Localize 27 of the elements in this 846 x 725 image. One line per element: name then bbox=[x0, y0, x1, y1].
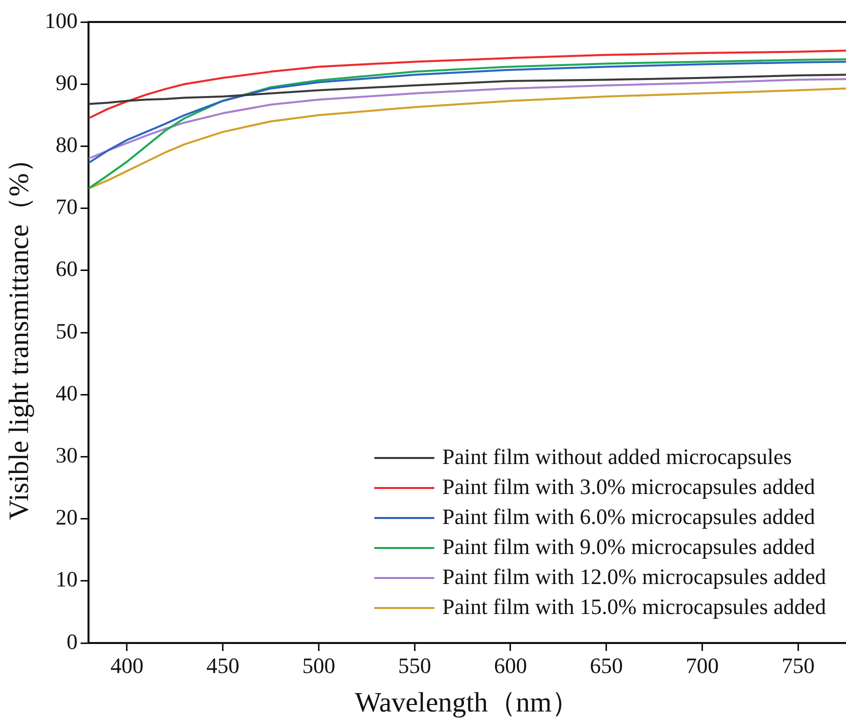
y-tick-label: 100 bbox=[44, 8, 78, 33]
legend-label: Paint film with 6.0% microcapsules added bbox=[442, 504, 816, 529]
x-tick-label: 400 bbox=[110, 652, 144, 678]
y-tick-label: 50 bbox=[56, 318, 78, 344]
x-axis-title: Wavelength（nm） bbox=[354, 688, 580, 719]
x-tick-label: 600 bbox=[494, 652, 527, 678]
y-tick-label: 70 bbox=[56, 194, 78, 220]
legend-label: Paint film with 15.0% microcapsules added bbox=[442, 594, 826, 619]
y-axis-title: Visible light transmittance（%） bbox=[4, 145, 36, 520]
y-tick-label: 10 bbox=[56, 566, 78, 592]
x-tick-label: 750 bbox=[782, 652, 815, 678]
legend-label: Paint film with 12.0% microcapsules added bbox=[442, 564, 826, 589]
legend-label: Paint film with 3.0% microcapsules added bbox=[442, 474, 816, 499]
legend-label: Paint film with 9.0% microcapsules added bbox=[442, 534, 816, 559]
y-tick-label: 90 bbox=[56, 70, 78, 95]
y-tick-label: 20 bbox=[56, 504, 78, 530]
y-tick-label: 60 bbox=[56, 256, 78, 282]
x-tick-label: 650 bbox=[590, 652, 623, 678]
legend-label: Paint film without added microcapsules bbox=[442, 444, 792, 469]
y-tick-label: 30 bbox=[56, 442, 78, 468]
x-tick-label: 550 bbox=[398, 652, 432, 678]
x-tick-label: 700 bbox=[686, 652, 719, 678]
y-tick-label: 80 bbox=[56, 132, 78, 157]
y-tick-label: 40 bbox=[56, 380, 78, 406]
x-tick-label: 500 bbox=[302, 652, 336, 678]
y-tick-label: 0 bbox=[66, 628, 78, 654]
x-tick-label: 450 bbox=[206, 652, 240, 678]
